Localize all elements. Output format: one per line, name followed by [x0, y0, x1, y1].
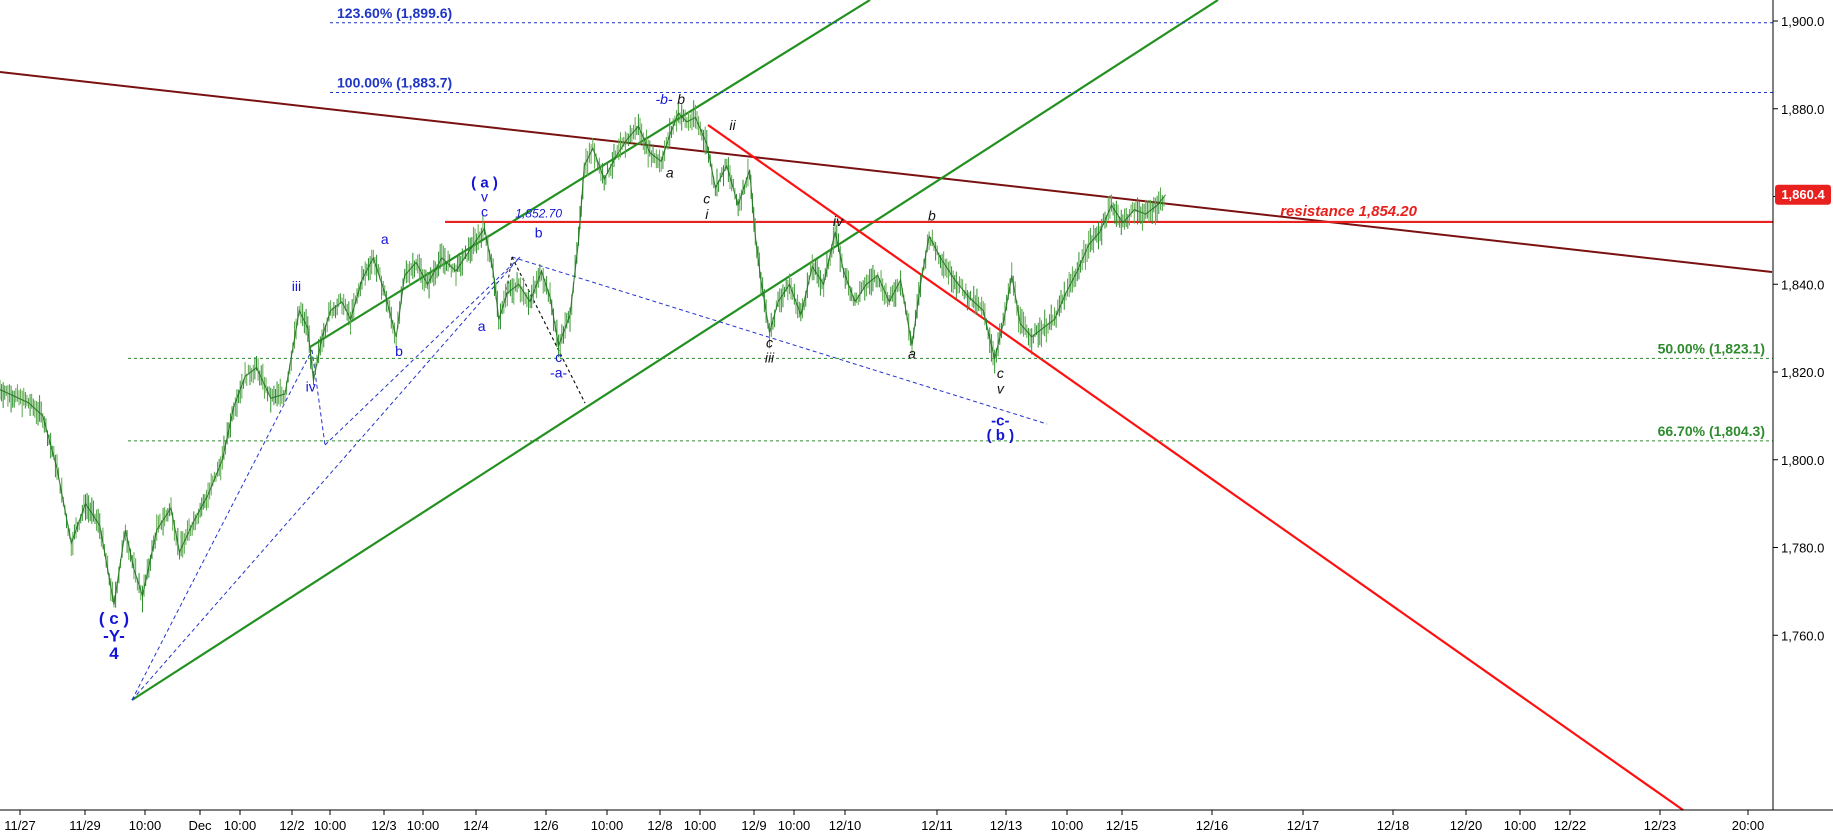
wave-label: v: [481, 188, 488, 204]
fib-level-label: 123.60% (1,899.6): [337, 5, 452, 21]
wave-label: c: [997, 365, 1004, 381]
wave-label: a: [666, 165, 674, 181]
fib-level-label: 66.70% (1,804.3): [1658, 423, 1765, 439]
x-tick-label: 12/13: [990, 818, 1023, 833]
guide-line: [311, 349, 326, 446]
x-tick-label: 12/16: [1196, 818, 1229, 833]
x-tick-label: 10:00: [314, 818, 347, 833]
y-tick-label: 1,880.0: [1781, 102, 1824, 117]
y-tick-label: 1,840.0: [1781, 277, 1824, 292]
down-trendline: [707, 124, 1684, 811]
x-tick-label: 10:00: [129, 818, 162, 833]
x-tick-label: 20:00: [1732, 818, 1765, 833]
wave-label: -b-: [655, 91, 672, 107]
wave-label: c: [555, 349, 562, 365]
wave-label: b: [535, 225, 543, 241]
wave-label: c: [481, 204, 488, 220]
resistance-label: resistance 1,854.20: [1280, 203, 1417, 220]
wave-label: b: [395, 343, 403, 359]
guide-line: [511, 256, 1048, 425]
x-axis: 11/27 11/29 10:00 Dec 10:00 12/2 10:00 12/3 10:0…: [0, 809, 1833, 833]
wave-label: iv: [306, 378, 316, 394]
wave-label: 1,852.70: [515, 207, 562, 221]
x-tick-label: 12/10: [829, 818, 862, 833]
x-tick-label: 12/2: [279, 818, 304, 833]
wave-label: a: [381, 231, 389, 247]
wave-label: ii: [729, 117, 736, 133]
x-tick-label: 12/4: [463, 818, 488, 833]
x-tick-label: 10:00: [684, 818, 717, 833]
x-tick-label: 12/3: [371, 818, 396, 833]
y-tick-label: 1,760.0: [1781, 628, 1824, 643]
wave-label: a: [908, 345, 916, 361]
x-tick-label: 12/6: [533, 818, 558, 833]
wave-label: -a-: [550, 364, 567, 380]
wave-label: ( b ): [987, 427, 1015, 444]
x-tick-label: 11/29: [69, 818, 101, 833]
last-price-badge: 1,860.4: [1775, 184, 1831, 205]
price-line: [0, 112, 1167, 605]
wave-label: b: [677, 91, 685, 107]
last-price-label: 1,860.4: [1781, 187, 1825, 202]
x-tick-label: 12/18: [1377, 818, 1410, 833]
wave-label: a: [478, 318, 486, 334]
x-tick-label: 10:00: [591, 818, 624, 833]
y-tick-label: 1,900.0: [1781, 14, 1824, 29]
x-tick-label: 12/9: [741, 818, 766, 833]
guide-line: [131, 256, 521, 701]
x-tick-label: 10:00: [407, 818, 440, 833]
guide-line: [324, 256, 521, 446]
wave-label: b: [928, 208, 936, 224]
x-tick-label: 12/8: [647, 818, 672, 833]
x-tick-label: 12/22: [1554, 818, 1587, 833]
wave-label: c: [703, 191, 710, 207]
wave-label: iv: [833, 213, 844, 229]
x-tick-label: 11/27: [4, 818, 36, 833]
x-tick-label: 12/23: [1644, 818, 1677, 833]
wave-label: 4: [109, 644, 119, 663]
x-tick-label: Dec: [188, 818, 212, 833]
fib-levels: 123.60% (1,899.6) 100.00% (1,883.7) 50.00%…: [128, 5, 1773, 442]
wave-label: -Y-: [103, 626, 125, 645]
wave-label: iii: [292, 278, 301, 294]
wave-label: -c-: [991, 413, 1009, 430]
y-tick-label: 1,800.0: [1781, 453, 1824, 468]
x-tick-label: 10:00: [1504, 818, 1537, 833]
x-tick-label: 12/11: [921, 818, 953, 833]
fib-level-label: 50.00% (1,823.1): [1658, 340, 1765, 356]
channel-lower-line: [131, 0, 1219, 701]
wave-label: v: [997, 380, 1005, 396]
wave-label: ( c ): [99, 609, 129, 628]
x-tick-label: 10:00: [778, 818, 811, 833]
guide-line: [504, 256, 513, 301]
wave-label: i: [705, 206, 709, 222]
wave-label: c: [766, 334, 773, 350]
wave-guides: [131, 256, 1048, 701]
wave-label: ( a ): [471, 174, 498, 191]
x-tick-label: 12/17: [1287, 818, 1320, 833]
guide-line: [131, 349, 313, 701]
long-trendline: [0, 71, 1773, 273]
x-tick-label: 10:00: [224, 818, 257, 833]
x-tick-label: 12/15: [1106, 818, 1139, 833]
x-tick-label: 12/20: [1450, 818, 1483, 833]
wave-label: iii: [765, 349, 775, 365]
y-tick-label: 1,820.0: [1781, 365, 1824, 380]
price-series: [0, 100, 1167, 613]
x-tick-label: 10:00: [1051, 818, 1084, 833]
fib-level-label: 100.00% (1,883.7): [337, 75, 452, 91]
y-tick-label: 1,780.0: [1781, 541, 1824, 556]
